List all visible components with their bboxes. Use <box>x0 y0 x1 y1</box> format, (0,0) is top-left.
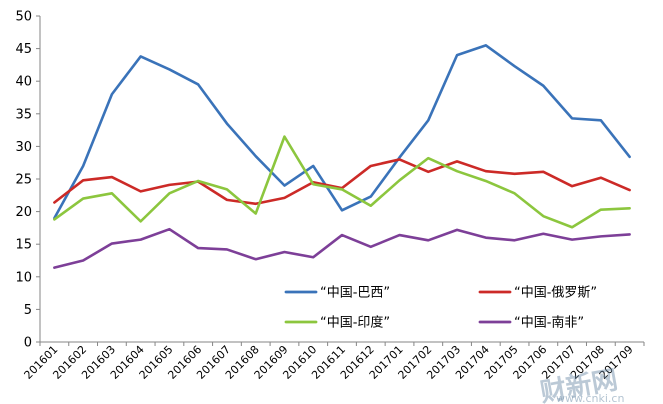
watermark-url: www.cnki.cn <box>556 392 624 404</box>
series-line <box>53 227 631 269</box>
legend: “中国-巴西” “中国-俄罗斯” “中国-印度” “中国-南非” <box>284 286 597 331</box>
series-2 <box>53 158 631 206</box>
y-tick-label: 50 <box>15 10 32 25</box>
series-3 <box>53 135 631 229</box>
legend-item-3: “中国-印度” <box>284 315 390 331</box>
legend-item-1: “中国-巴西” <box>284 286 390 301</box>
y-tick-label: 30 <box>15 140 32 155</box>
y-tick-label: 20 <box>15 205 32 220</box>
series-4 <box>53 227 631 269</box>
series-1 <box>53 44 631 220</box>
y-tick-label: 35 <box>15 107 32 122</box>
y-tick-label: 5 <box>24 303 32 318</box>
legend-item-2: “中国-俄罗斯” <box>478 286 597 301</box>
series-line <box>53 135 631 229</box>
legend-label: “中国-南非” <box>514 315 584 331</box>
y-axis: 0 5 10 15 20 25 30 35 40 45 50 <box>15 10 41 351</box>
series-line <box>53 158 631 206</box>
y-tick-label: 25 <box>15 173 32 188</box>
y-tick-label: 45 <box>15 42 32 57</box>
legend-label: “中国-巴西” <box>320 286 390 301</box>
y-tick-label: 0 <box>24 336 32 351</box>
legend-label: “中国-印度” <box>320 315 390 331</box>
y-tick-label: 15 <box>15 238 32 253</box>
y-tick-label: 10 <box>15 270 32 285</box>
series-layer <box>53 44 631 269</box>
legend-label: “中国-俄罗斯” <box>514 286 597 301</box>
y-tick-label: 40 <box>15 75 32 90</box>
legend-item-4: “中国-南非” <box>478 315 584 331</box>
